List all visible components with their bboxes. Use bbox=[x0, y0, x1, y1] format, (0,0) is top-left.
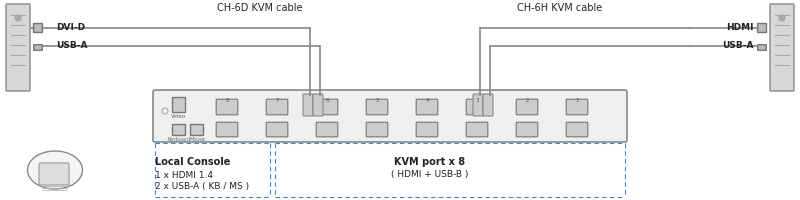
FancyBboxPatch shape bbox=[34, 23, 42, 32]
Text: 7: 7 bbox=[275, 98, 278, 104]
FancyBboxPatch shape bbox=[416, 99, 438, 115]
FancyBboxPatch shape bbox=[173, 124, 186, 136]
FancyBboxPatch shape bbox=[266, 122, 288, 137]
FancyBboxPatch shape bbox=[6, 4, 30, 91]
Text: KVM port x 8: KVM port x 8 bbox=[394, 157, 466, 167]
Text: Video: Video bbox=[171, 114, 186, 119]
FancyBboxPatch shape bbox=[316, 99, 338, 115]
Text: 4: 4 bbox=[426, 98, 429, 104]
FancyBboxPatch shape bbox=[153, 90, 627, 142]
FancyBboxPatch shape bbox=[516, 99, 538, 115]
Text: Local Console: Local Console bbox=[155, 157, 230, 167]
Text: 5: 5 bbox=[375, 98, 378, 104]
FancyBboxPatch shape bbox=[466, 122, 488, 137]
Text: 2 x USB-A ( KB / MS ): 2 x USB-A ( KB / MS ) bbox=[155, 182, 249, 192]
FancyBboxPatch shape bbox=[770, 4, 794, 91]
FancyBboxPatch shape bbox=[366, 99, 388, 115]
FancyBboxPatch shape bbox=[466, 99, 488, 115]
Text: CH-6D KVM cable: CH-6D KVM cable bbox=[218, 3, 302, 13]
FancyBboxPatch shape bbox=[758, 23, 766, 32]
FancyBboxPatch shape bbox=[216, 99, 238, 115]
Circle shape bbox=[779, 15, 785, 21]
Text: USB-A: USB-A bbox=[56, 42, 87, 50]
FancyBboxPatch shape bbox=[313, 94, 323, 116]
Text: 1 x HDMI 1.4: 1 x HDMI 1.4 bbox=[155, 170, 213, 180]
FancyBboxPatch shape bbox=[483, 94, 493, 116]
Text: 8: 8 bbox=[226, 98, 229, 104]
Text: Mouse: Mouse bbox=[189, 137, 205, 142]
FancyBboxPatch shape bbox=[266, 99, 288, 115]
Text: ( HDMI + USB-B ): ( HDMI + USB-B ) bbox=[391, 170, 469, 180]
Text: 2: 2 bbox=[526, 98, 529, 104]
Text: Keyboard: Keyboard bbox=[167, 137, 190, 142]
FancyBboxPatch shape bbox=[216, 122, 238, 137]
FancyBboxPatch shape bbox=[473, 94, 483, 116]
FancyBboxPatch shape bbox=[416, 122, 438, 137]
FancyBboxPatch shape bbox=[173, 98, 186, 112]
FancyBboxPatch shape bbox=[34, 45, 42, 50]
Text: 3: 3 bbox=[475, 98, 478, 104]
Text: CH-6H KVM cable: CH-6H KVM cable bbox=[518, 3, 602, 13]
Ellipse shape bbox=[27, 151, 82, 189]
FancyBboxPatch shape bbox=[190, 124, 203, 136]
FancyBboxPatch shape bbox=[366, 122, 388, 137]
Text: 6: 6 bbox=[326, 98, 329, 104]
FancyBboxPatch shape bbox=[566, 99, 588, 115]
Text: HDMI: HDMI bbox=[726, 23, 754, 32]
FancyBboxPatch shape bbox=[516, 122, 538, 137]
Text: USB-A: USB-A bbox=[722, 42, 754, 50]
FancyBboxPatch shape bbox=[303, 94, 313, 116]
Text: DVI-D: DVI-D bbox=[56, 23, 85, 32]
FancyBboxPatch shape bbox=[39, 163, 69, 185]
FancyBboxPatch shape bbox=[316, 122, 338, 137]
Text: 1: 1 bbox=[575, 98, 578, 104]
FancyBboxPatch shape bbox=[566, 122, 588, 137]
FancyBboxPatch shape bbox=[758, 45, 766, 50]
Circle shape bbox=[15, 15, 21, 21]
